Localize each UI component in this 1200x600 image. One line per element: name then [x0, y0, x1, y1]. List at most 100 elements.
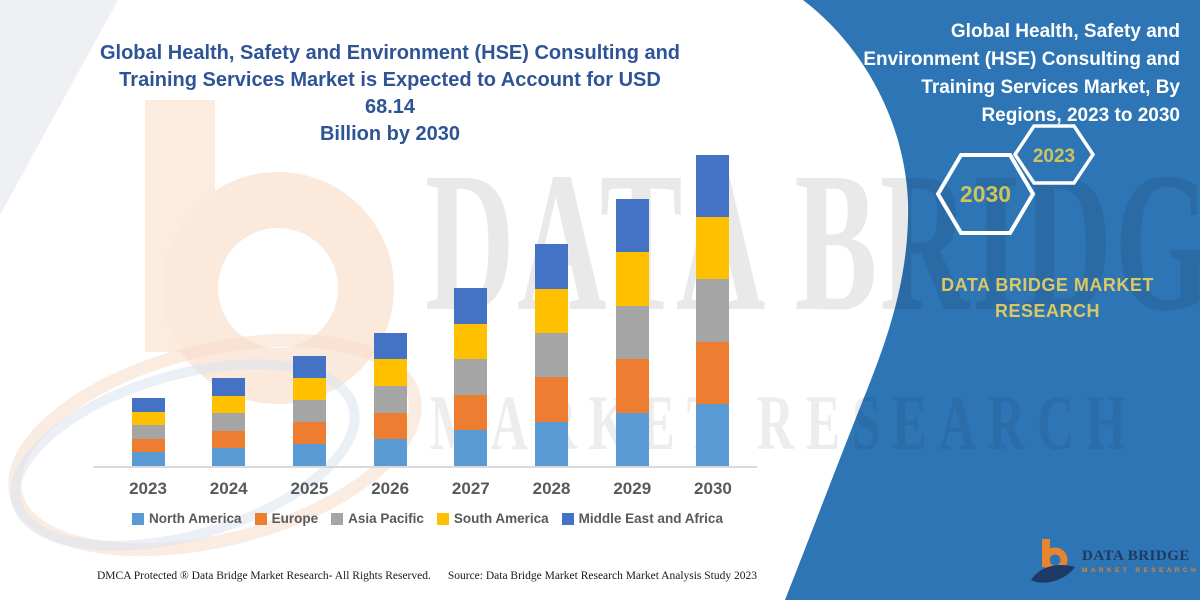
bar-segment — [615, 252, 649, 306]
x-axis-label: 2030 — [694, 479, 732, 498]
bar-2026 — [373, 332, 407, 466]
chart-title-line2: Training Services Market is Expected to … — [119, 69, 661, 118]
year-hexagons: 2030 2023 — [935, 124, 1096, 235]
bar-segment — [212, 430, 246, 449]
bar-segment — [535, 421, 569, 466]
bar-segment — [373, 386, 407, 413]
bar-segment — [373, 439, 407, 466]
legend-item: North America — [132, 511, 242, 526]
footer-source-text: Source: Data Bridge Market Research Mark… — [447, 570, 757, 582]
panel-title-line2: Environment (HSE) Consulting and — [863, 49, 1180, 70]
legend-swatch — [561, 512, 574, 525]
bar-segment — [373, 359, 407, 387]
legend-label: North America — [149, 511, 242, 526]
hexagon-2030 — [935, 153, 1036, 235]
logo-name: DATA BRIDGE — [1082, 548, 1190, 564]
x-axis-label: 2023 — [129, 479, 167, 498]
bar-segment — [212, 395, 246, 414]
watermark-b-bowl — [162, 172, 394, 404]
bar-segment — [535, 332, 569, 378]
bar-2024 — [212, 377, 246, 466]
company-logo: DATA BRIDGE MARKET RESEARCH — [1030, 536, 1199, 586]
company-logo-icon — [1031, 539, 1075, 583]
panel-title: Global Health, Safety and Environment (H… — [840, 18, 1180, 130]
bar-segment — [212, 377, 246, 396]
hexagon-2023 — [1012, 124, 1096, 185]
hexagon-2023-label: 2023 — [1033, 146, 1075, 167]
brand-text-line1: DATA BRIDGE MARKET — [941, 275, 1154, 295]
bar-segment — [615, 412, 649, 466]
bar-segment — [696, 155, 730, 218]
bar-segment — [454, 288, 488, 324]
x-axis-label: 2027 — [451, 479, 490, 498]
bar-segment — [615, 359, 649, 413]
bar-2029 — [615, 199, 649, 466]
legend-label: Middle East and Africa — [578, 511, 723, 526]
brand-text: DATA BRIDGE MARKET RESEARCH — [925, 272, 1170, 324]
legend-item: South America — [436, 511, 549, 526]
brand-text-line2: RESEARCH — [994, 301, 1100, 321]
chart-title-line3: Billion by 2030 — [319, 123, 461, 145]
logo-subtitle: MARKET RESEARCH — [1082, 567, 1200, 574]
bar-segment — [615, 305, 649, 360]
legend-label: South America — [453, 511, 549, 526]
bar-segment — [292, 422, 326, 445]
legend-swatch — [132, 512, 145, 525]
chart-title: Global Health, Safety and Environment (H… — [95, 40, 685, 148]
bar-segment — [454, 430, 488, 466]
watermark-swoosh-blue — [10, 359, 360, 551]
bar-segment — [131, 398, 165, 412]
x-axis-label: 2025 — [290, 479, 329, 498]
bar-segment — [535, 377, 569, 422]
x-axis-label: 2028 — [532, 479, 571, 498]
legend-item: Asia Pacific — [331, 511, 424, 526]
panel-title-line3: Training Services Market, By — [921, 77, 1180, 98]
bar-segment — [131, 452, 165, 466]
bar-segment — [131, 411, 165, 426]
legend-label: Europe — [271, 511, 319, 526]
bar-segment — [696, 403, 730, 466]
legend-item: Europe — [254, 511, 319, 526]
legend-swatch — [331, 512, 344, 525]
panel-shape — [785, 0, 1200, 600]
bar-segment — [292, 400, 326, 423]
chart-legend: North America Europe Asia Pacific South Ame… — [95, 511, 760, 526]
footer-dmca-text: DMCA Protected ® Data Bridge Market Rese… — [97, 570, 431, 582]
bar-segment — [212, 448, 246, 466]
panel-title-line4: Regions, 2023 to 2030 — [981, 105, 1180, 126]
legend-swatch — [254, 512, 267, 525]
footer: DMCA Protected ® Data Bridge Market Rese… — [97, 570, 757, 582]
bar-segment — [615, 199, 649, 253]
chart-title-line1: Global Health, Safety and Environment (H… — [99, 42, 681, 64]
x-axis-label: 2024 — [209, 479, 248, 498]
bar-segment — [535, 288, 569, 333]
bar-segment — [212, 413, 246, 431]
bar-segment — [535, 244, 569, 289]
bar-segment — [454, 359, 488, 395]
legend-item: Middle East and Africa — [561, 511, 723, 526]
bar-segment — [292, 378, 326, 401]
bar-2030 — [696, 155, 730, 466]
bar-segment — [373, 332, 407, 360]
bar-segment — [373, 412, 407, 440]
legend-swatch — [436, 512, 449, 525]
bar-2025 — [292, 356, 326, 466]
x-axis-line — [93, 466, 757, 468]
bar-segment — [131, 438, 165, 453]
legend-label: Asia Pacific — [348, 511, 424, 526]
bar-2023 — [131, 398, 165, 466]
bar-segment — [454, 323, 488, 360]
x-axis-label: 2029 — [613, 479, 652, 498]
bar-2027 — [454, 288, 488, 466]
corner-wedge — [0, 0, 118, 215]
bar-segment — [292, 444, 326, 466]
x-axis-label: 2026 — [371, 479, 410, 498]
bar-segment — [454, 394, 488, 431]
bar-segment — [696, 341, 730, 404]
bar-segment — [292, 356, 326, 379]
